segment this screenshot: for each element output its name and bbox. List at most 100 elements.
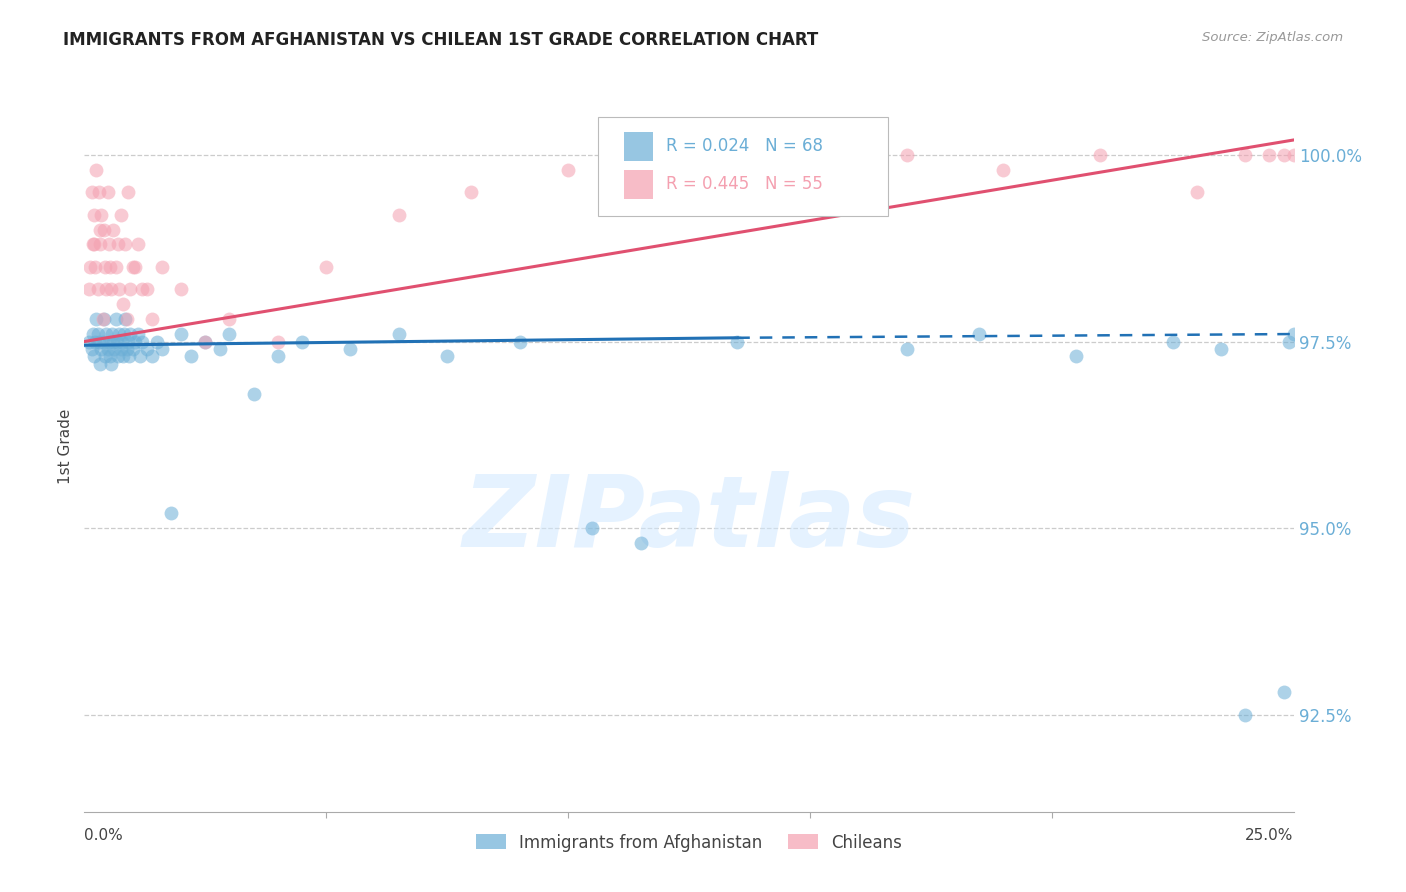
Point <box>108 282 131 296</box>
Point <box>117 334 139 349</box>
Point <box>87 334 110 349</box>
Point <box>388 208 411 222</box>
Point <box>218 326 240 341</box>
Point <box>242 386 264 401</box>
Point <box>127 326 149 341</box>
Y-axis label: 1st Grade: 1st Grade <box>58 409 73 483</box>
Point <box>124 260 146 274</box>
Legend: Immigrants from Afghanistan, Chileans: Immigrants from Afghanistan, Chileans <box>470 827 908 858</box>
Point <box>124 334 146 349</box>
Point <box>89 237 111 252</box>
Point <box>110 342 132 356</box>
Point <box>83 237 105 252</box>
Point <box>896 148 918 162</box>
Point <box>107 237 129 252</box>
Point <box>315 260 337 274</box>
Point <box>120 326 142 341</box>
Point <box>112 326 135 341</box>
Point <box>104 260 127 274</box>
Point <box>150 260 173 274</box>
Point <box>160 506 183 520</box>
Point <box>460 186 482 200</box>
Point <box>87 282 110 296</box>
Point <box>150 342 173 356</box>
Point <box>1234 707 1257 722</box>
Point <box>77 282 100 296</box>
Point <box>993 162 1015 177</box>
Point <box>146 334 169 349</box>
Point <box>194 334 217 349</box>
Point <box>101 326 124 341</box>
Point <box>80 186 103 200</box>
Point <box>967 326 990 341</box>
Point <box>557 162 579 177</box>
Point <box>1272 148 1295 162</box>
Point <box>98 260 121 274</box>
Text: 25.0%: 25.0% <box>1246 828 1294 843</box>
Point <box>141 312 163 326</box>
Point <box>83 350 105 364</box>
Point <box>170 326 193 341</box>
Point <box>103 222 125 236</box>
Point <box>89 357 111 371</box>
Point <box>90 208 112 222</box>
Point <box>267 350 290 364</box>
Point <box>100 357 122 371</box>
Point <box>104 312 127 326</box>
Point <box>136 342 159 356</box>
Point <box>103 342 125 356</box>
Point <box>1272 685 1295 699</box>
Point <box>291 334 314 349</box>
Point <box>87 186 110 200</box>
Point <box>136 282 159 296</box>
Text: Source: ZipAtlas.com: Source: ZipAtlas.com <box>1202 31 1343 45</box>
Point <box>1209 342 1232 356</box>
Point <box>896 342 918 356</box>
Point <box>581 521 603 535</box>
Point <box>111 334 134 349</box>
Point <box>1282 326 1305 341</box>
Point <box>86 162 108 177</box>
Text: 0.0%: 0.0% <box>84 828 124 843</box>
Point <box>115 312 138 326</box>
Point <box>103 334 125 349</box>
Point <box>725 334 748 349</box>
Point <box>100 282 122 296</box>
Point <box>86 312 108 326</box>
Point <box>82 237 104 252</box>
Point <box>117 186 139 200</box>
Point <box>105 334 128 349</box>
Point <box>79 260 101 274</box>
Point <box>89 222 111 236</box>
Point <box>94 326 117 341</box>
Point <box>93 312 115 326</box>
Point <box>108 326 131 341</box>
Point <box>218 312 240 326</box>
Text: IMMIGRANTS FROM AFGHANISTAN VS CHILEAN 1ST GRADE CORRELATION CHART: IMMIGRANTS FROM AFGHANISTAN VS CHILEAN 1… <box>63 31 818 49</box>
Point <box>141 350 163 364</box>
Point <box>84 334 107 349</box>
Point <box>121 260 143 274</box>
Point <box>93 222 115 236</box>
Point <box>94 282 117 296</box>
FancyBboxPatch shape <box>624 132 652 161</box>
Point <box>87 326 110 341</box>
Point <box>77 334 100 349</box>
Point <box>97 342 120 356</box>
Point <box>630 536 652 550</box>
Point <box>112 350 135 364</box>
Point <box>118 350 141 364</box>
Point <box>91 334 114 349</box>
Point <box>1161 334 1184 349</box>
Point <box>1278 334 1301 349</box>
Point <box>127 237 149 252</box>
Point <box>131 282 153 296</box>
Point <box>97 237 120 252</box>
Point <box>110 208 132 222</box>
Point <box>84 260 107 274</box>
Point <box>170 282 193 296</box>
Point <box>129 350 152 364</box>
Point <box>80 342 103 356</box>
Text: R = 0.445   N = 55: R = 0.445 N = 55 <box>666 176 823 194</box>
Point <box>114 237 136 252</box>
